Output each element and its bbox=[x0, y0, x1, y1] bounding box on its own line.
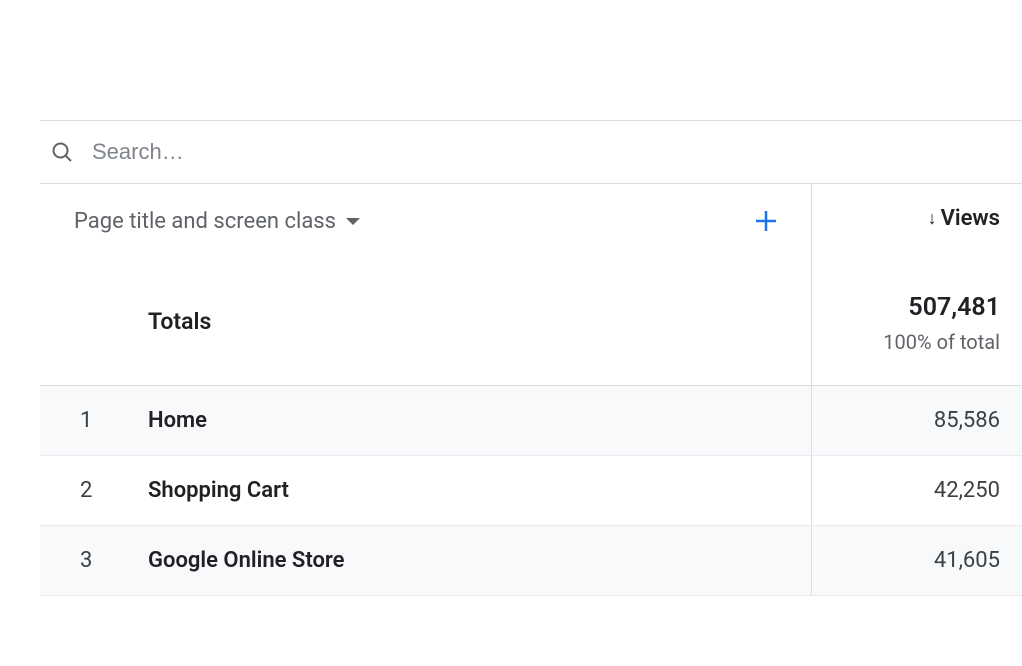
data-table: Page title and screen class ↓ Views Tota… bbox=[40, 120, 1022, 596]
row-label: Shopping Cart bbox=[148, 456, 289, 525]
search-input[interactable] bbox=[92, 139, 1012, 165]
table-row[interactable]: 3 Google Online Store 41,605 bbox=[40, 526, 1022, 596]
search-icon bbox=[50, 140, 74, 164]
dimension-label: Page title and screen class bbox=[74, 209, 336, 234]
sort-arrow-icon: ↓ bbox=[928, 208, 937, 229]
totals-row: Totals 507,481 100% of total bbox=[40, 258, 1022, 386]
totals-label: Totals bbox=[148, 308, 211, 335]
row-value: 42,250 bbox=[812, 456, 1022, 525]
chevron-down-icon bbox=[346, 218, 360, 225]
row-label: Google Online Store bbox=[148, 526, 344, 595]
totals-label-cell: Totals bbox=[40, 258, 812, 385]
metric-label: Views bbox=[941, 206, 1000, 231]
metric-column-header[interactable]: ↓ Views bbox=[812, 184, 1022, 253]
totals-value-cell: 507,481 100% of total bbox=[812, 258, 1022, 385]
table-row[interactable]: 2 Shopping Cart 42,250 bbox=[40, 456, 1022, 526]
totals-value: 507,481 bbox=[812, 293, 1000, 322]
search-bar bbox=[40, 121, 1022, 184]
row-value: 85,586 bbox=[812, 386, 1022, 455]
row-value: 41,605 bbox=[812, 526, 1022, 595]
row-index: 3 bbox=[40, 548, 148, 573]
totals-percent: 100% of total bbox=[812, 330, 1000, 354]
table-header: Page title and screen class ↓ Views bbox=[40, 184, 1022, 258]
row-index: 2 bbox=[40, 478, 148, 503]
dimension-column-header: Page title and screen class bbox=[40, 184, 812, 258]
add-dimension-button[interactable] bbox=[751, 206, 781, 236]
dimension-dropdown[interactable]: Page title and screen class bbox=[74, 209, 360, 234]
table-row[interactable]: 1 Home 85,586 bbox=[40, 386, 1022, 456]
row-index: 1 bbox=[40, 408, 148, 433]
row-label: Home bbox=[148, 386, 207, 455]
